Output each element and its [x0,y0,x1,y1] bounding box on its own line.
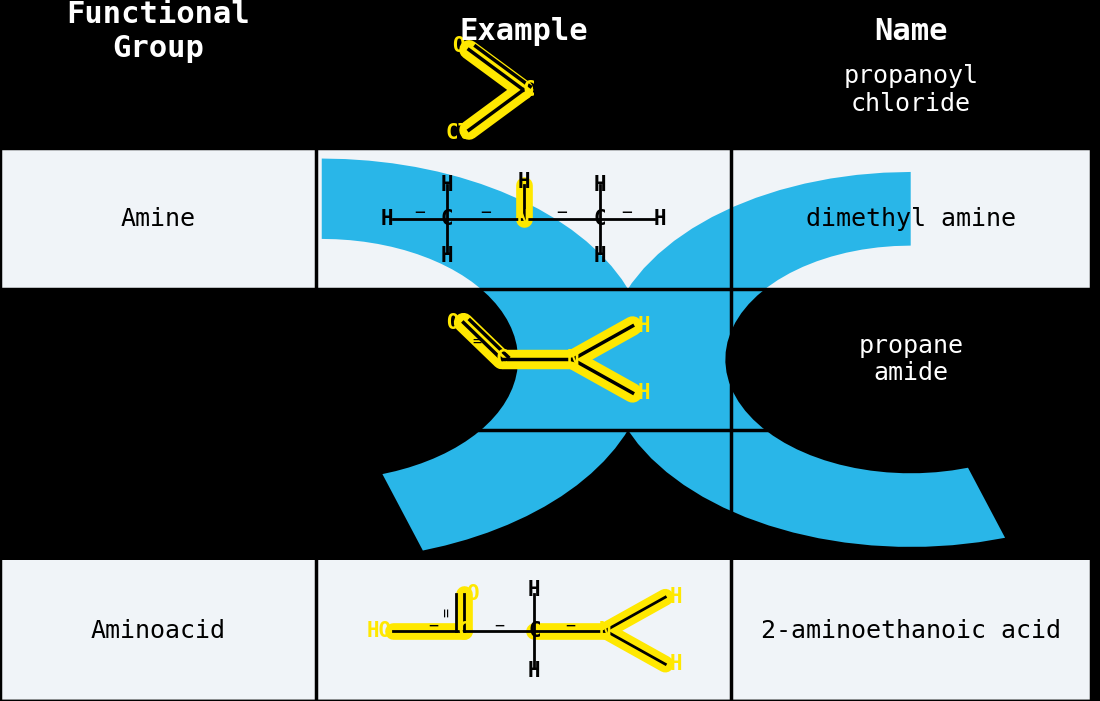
Text: C: C [522,80,536,100]
Text: Name: Name [874,17,947,46]
Text: O: O [447,313,459,332]
Text: H: H [441,175,453,196]
Text: H: H [381,209,394,229]
Text: N: N [600,620,612,641]
PathPatch shape [605,172,1005,547]
Text: C: C [441,209,453,229]
Text: Example: Example [459,17,587,46]
Text: H: H [441,245,453,266]
Text: H: H [637,383,650,403]
Text: propanoyl
chloride: propanoyl chloride [844,64,978,116]
Text: C: C [495,350,508,369]
Text: −: − [557,205,568,222]
Text: dimethyl amine: dimethyl amine [805,207,1015,231]
Text: N: N [566,350,579,369]
Text: H: H [670,654,682,674]
PathPatch shape [321,158,649,550]
Text: C: C [528,620,541,641]
Text: C: C [458,620,470,641]
Text: Amine: Amine [121,207,196,231]
Text: H: H [528,580,541,601]
FancyBboxPatch shape [0,289,1091,430]
Text: Aminoacid: Aminoacid [90,619,226,643]
Text: H: H [653,209,667,229]
FancyBboxPatch shape [0,149,1091,289]
Text: H: H [517,172,530,192]
Text: HO: HO [367,620,393,641]
Text: =: = [440,608,454,617]
Text: O: O [452,36,464,56]
Text: −: − [621,205,632,222]
Text: H: H [637,316,650,336]
Text: Functional
Group: Functional Group [66,0,250,62]
Text: H: H [528,661,541,681]
Text: −: − [565,616,575,634]
Text: Cl: Cl [446,123,471,144]
Text: −: − [480,205,491,222]
Text: −: − [494,616,504,634]
Text: H: H [594,175,606,196]
Text: O: O [466,584,478,604]
Text: C: C [594,209,606,229]
Text: −: − [429,616,439,634]
FancyBboxPatch shape [0,560,1091,701]
Text: H: H [670,587,682,607]
FancyBboxPatch shape [0,32,1091,149]
Text: N: N [517,209,530,229]
Text: −: − [415,205,426,222]
Text: 2-aminoethanoic acid: 2-aminoethanoic acid [761,619,1060,643]
Text: H: H [594,245,606,266]
Text: propane
amide: propane amide [858,334,964,386]
Text: =: = [473,334,482,348]
